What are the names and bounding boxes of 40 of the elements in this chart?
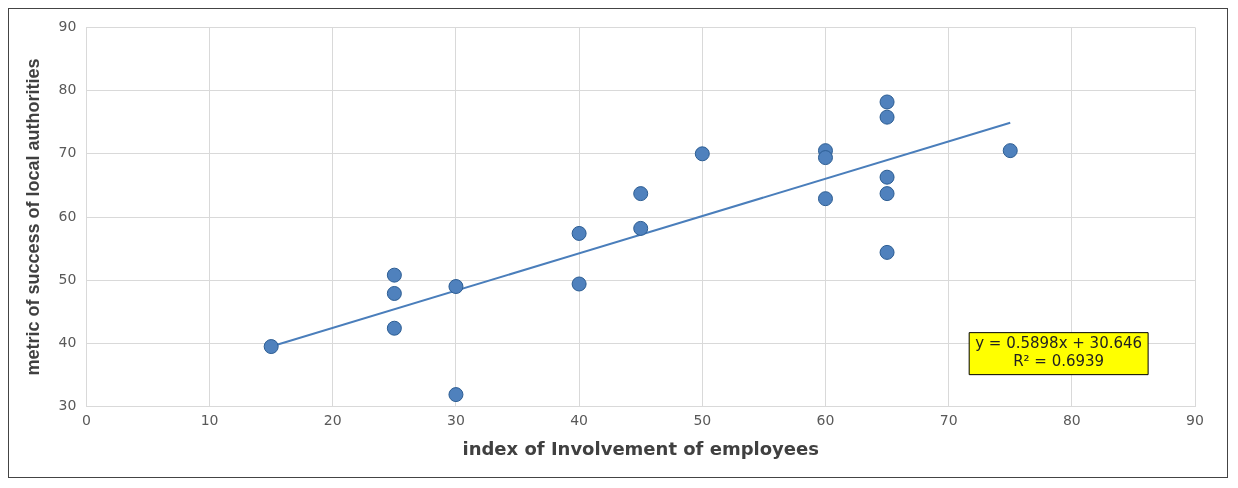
x-tick-label: 50 — [693, 411, 712, 428]
point — [386, 267, 402, 283]
point — [879, 94, 895, 110]
point — [694, 146, 710, 162]
x-tick-label: 60 — [816, 411, 835, 428]
point — [633, 186, 649, 202]
point — [879, 169, 895, 185]
point — [817, 191, 833, 207]
y-tick-label: 60 — [58, 207, 77, 224]
x-tick-label: 90 — [1186, 411, 1204, 428]
x-tick-label: 0 — [81, 411, 91, 428]
point — [1002, 143, 1018, 159]
point — [879, 186, 895, 202]
y-tick-label: 30 — [58, 397, 77, 414]
point — [879, 244, 895, 260]
point — [448, 279, 464, 295]
x-tick-label: 10 — [200, 411, 219, 428]
point — [571, 225, 587, 241]
x-axis-title: index of Involvement of employees — [462, 437, 819, 459]
x-tick-label: 30 — [447, 411, 465, 428]
point — [386, 285, 402, 301]
y-axis-title: metric of success of local authorities — [22, 58, 43, 376]
point — [571, 276, 587, 292]
point — [633, 220, 649, 236]
x-tick-label: 20 — [323, 411, 342, 428]
annotation: y = 0.5898x + 30.646 — [975, 334, 1143, 353]
x-tick-label: 80 — [1062, 411, 1081, 428]
y-tick-label: 70 — [58, 144, 77, 161]
point — [263, 339, 279, 355]
y-tick-label: 40 — [58, 334, 77, 351]
point — [817, 150, 833, 166]
y-tick-label: 80 — [58, 81, 77, 98]
point — [448, 387, 464, 403]
y-tick-label: 90 — [58, 18, 77, 35]
x-tick-label: 40 — [570, 411, 589, 428]
y-tick-label: 50 — [58, 270, 77, 287]
x-tick-label: 70 — [939, 411, 958, 428]
point — [386, 320, 402, 336]
annotation: R² = 0.6939 — [1013, 352, 1105, 371]
point — [879, 109, 895, 125]
